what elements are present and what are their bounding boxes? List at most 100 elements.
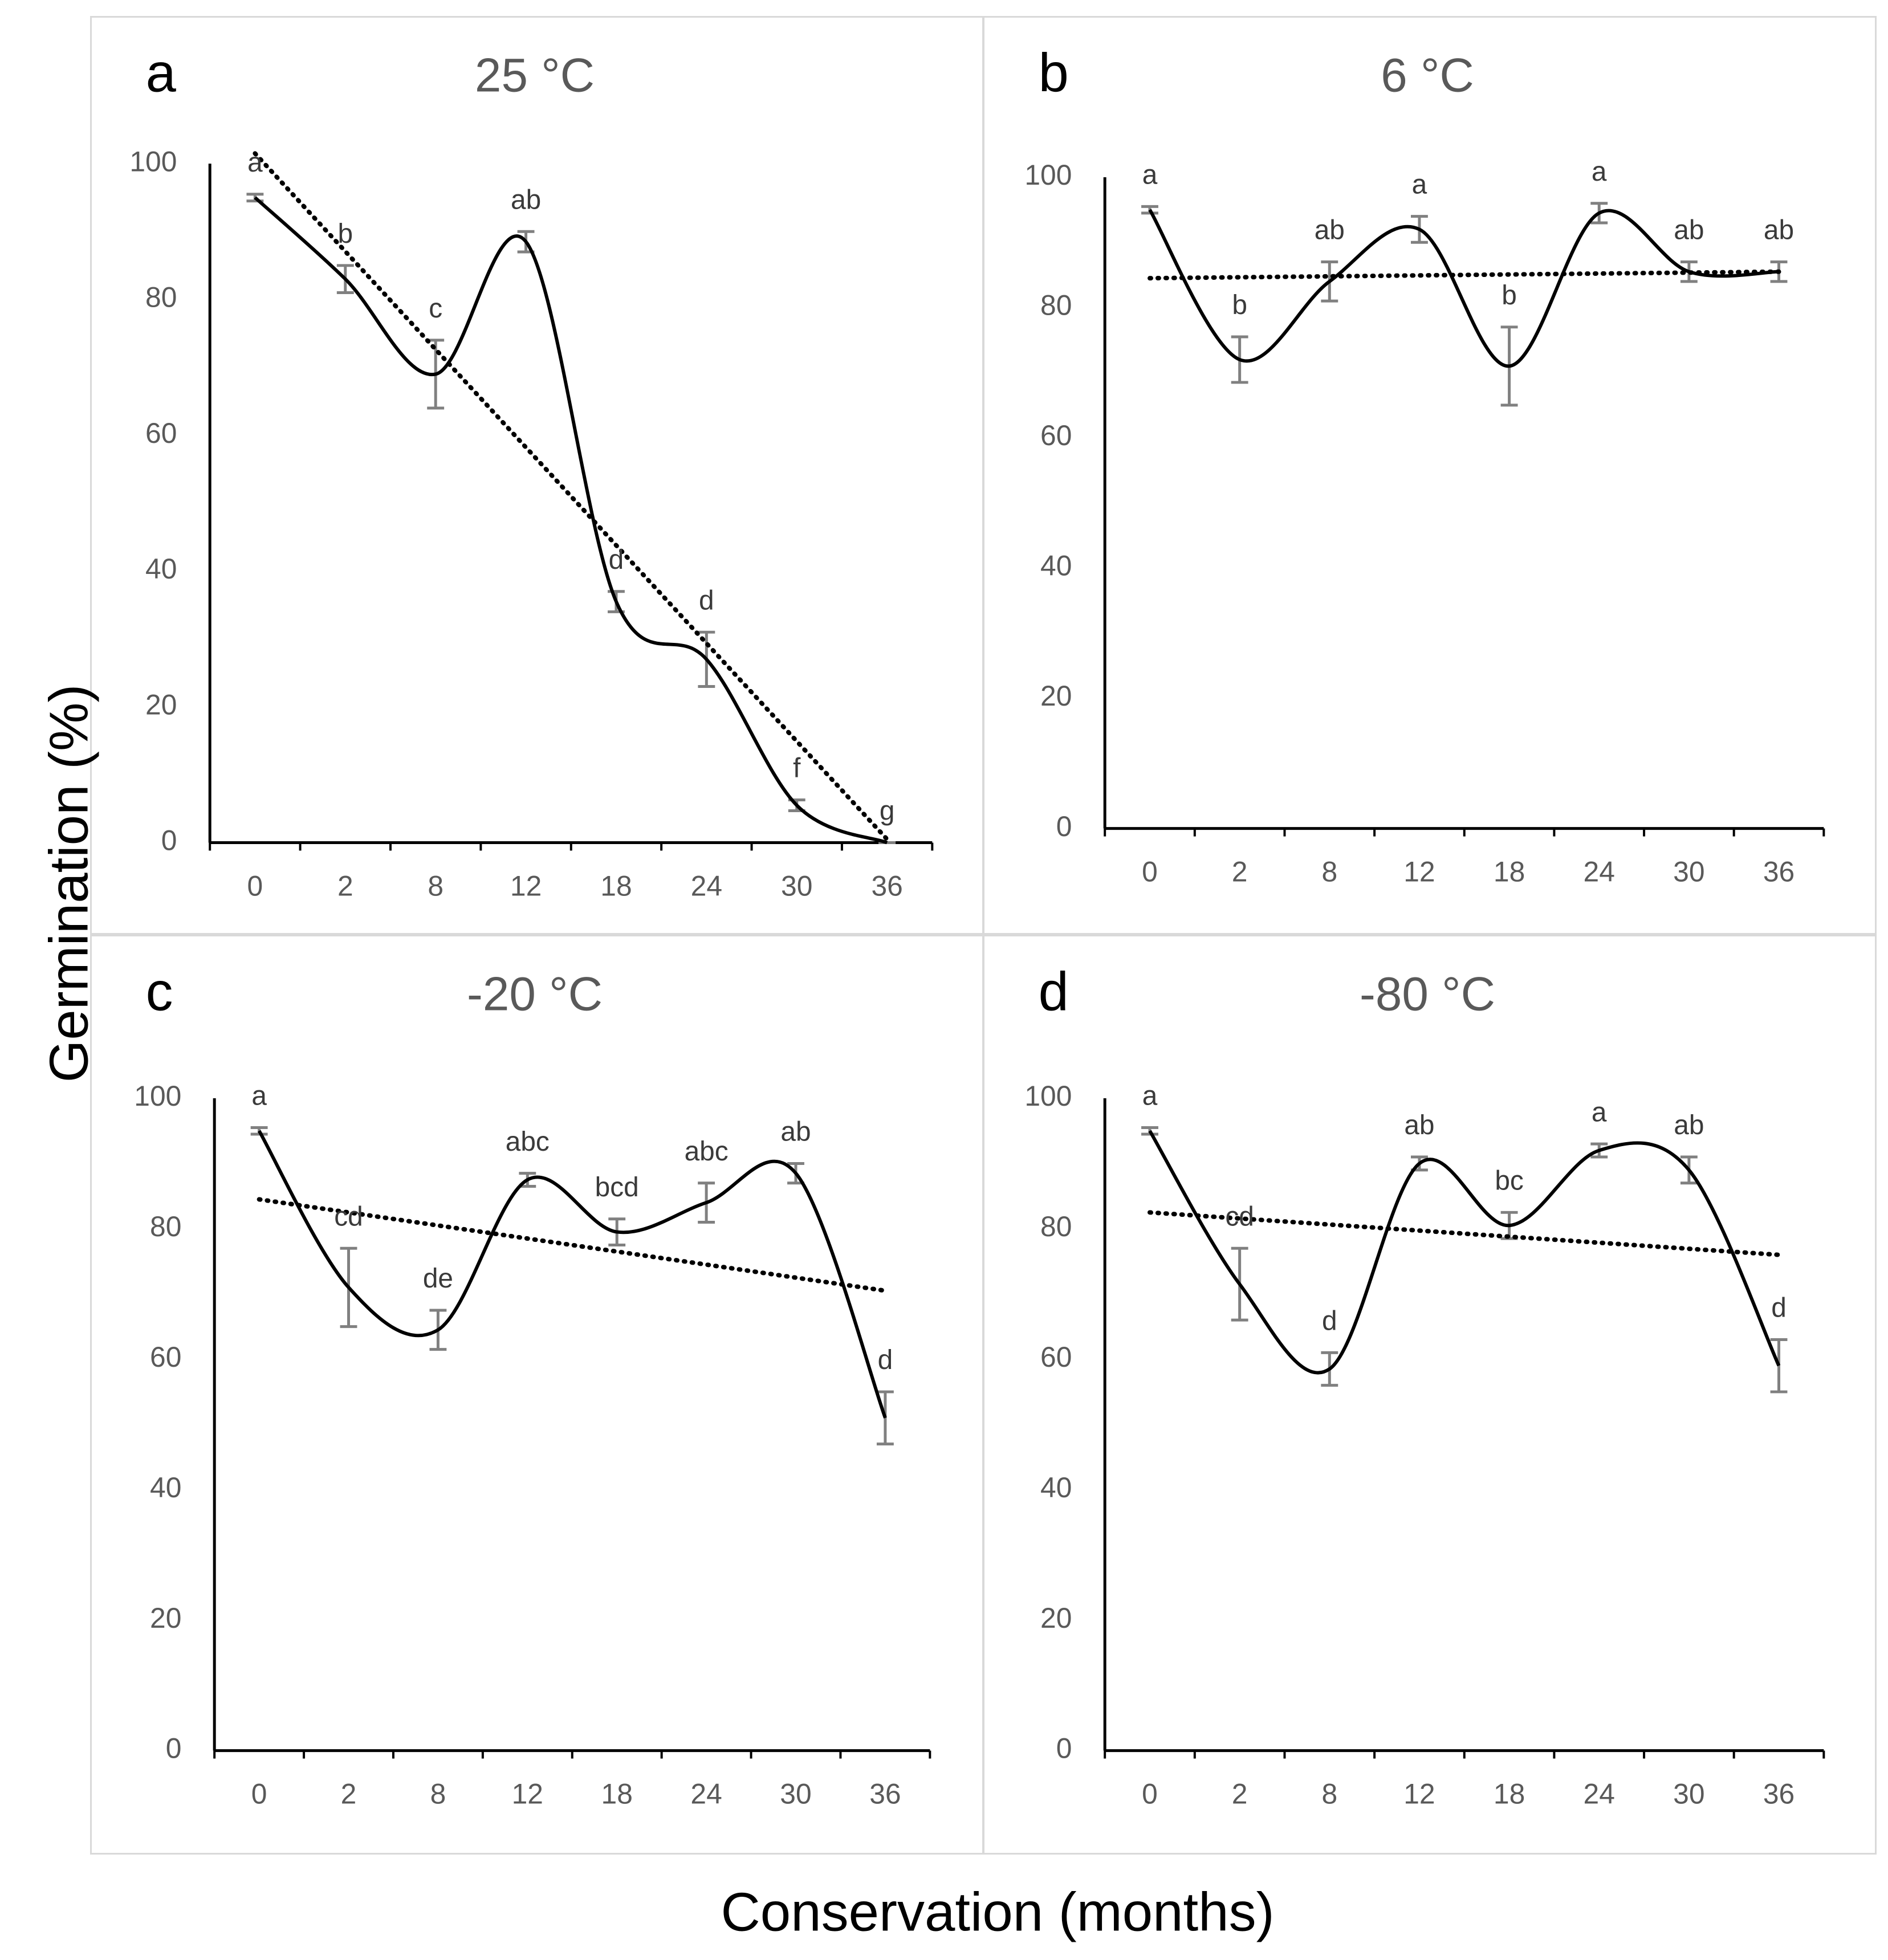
significance-letter: de <box>423 1264 453 1294</box>
y-tick-label: 100 <box>1024 1080 1072 1112</box>
trendline <box>1148 269 1781 281</box>
x-tick-label: 36 <box>871 870 902 902</box>
x-tick-label: 30 <box>1673 855 1704 887</box>
series-line <box>258 1130 887 1419</box>
chart-title-d: -80 °C <box>1360 967 1495 1021</box>
x-tick-label: 0 <box>1142 855 1158 887</box>
x-tick-label: 24 <box>691 870 722 902</box>
panel-c: c -20 °C 0 20 40 60 80 100 0 2 8 12 18 24 30 36 a cd de abc… <box>90 935 984 1855</box>
y-tick-label: 100 <box>134 1080 181 1112</box>
chart-title-c: -20 °C <box>467 967 603 1021</box>
y-tick-label: 100 <box>1024 159 1072 191</box>
x-tick-label: 18 <box>600 870 632 902</box>
x-tick-label: 8 <box>1321 1778 1337 1810</box>
panel-label-a: a <box>146 43 177 104</box>
x-tick-label: 2 <box>1232 1778 1248 1810</box>
x-tick-label: 30 <box>780 1778 811 1810</box>
significance-letter: d <box>609 545 624 575</box>
y-tick-label: 40 <box>1040 1472 1072 1503</box>
significance-letter: a <box>1592 157 1607 187</box>
x-tick-label: 30 <box>781 870 812 902</box>
y-tick-label: 20 <box>1040 1602 1072 1634</box>
series-line <box>1148 1130 1781 1375</box>
significance-letter: ab <box>1674 1110 1704 1140</box>
y-tick-label: 100 <box>129 145 177 177</box>
significance-letter: ab <box>1315 215 1345 246</box>
significance-letter: b <box>1502 280 1517 311</box>
y-tick-label: 60 <box>1040 419 1072 451</box>
chart-d-svg: d -80 °C 0 20 40 60 80 100 0 2 8 12 18 24 30 36 a cd d ab bc… <box>1024 961 1825 1810</box>
trendline <box>253 151 890 842</box>
panel-label-b: b <box>1039 43 1069 104</box>
significance-letter: f <box>793 753 801 784</box>
x-tick-label: 8 <box>1321 855 1337 887</box>
significance-letter: bc <box>1495 1166 1523 1196</box>
y-tick-label: 20 <box>145 688 177 720</box>
significance-letter: abc <box>506 1127 550 1157</box>
x-tick-label: 12 <box>510 870 542 902</box>
y-axis-title: Germination (%) <box>38 684 99 1083</box>
significance-letter: cd <box>1225 1201 1254 1232</box>
significance-letter: ab <box>511 185 541 215</box>
x-axis-title-svg: Conservation (months) <box>721 1881 1274 1942</box>
significance-letter: a <box>1142 1081 1158 1111</box>
significance-letter: a <box>1592 1097 1607 1127</box>
y-tick-label: 60 <box>145 417 177 449</box>
y-tick-label: 80 <box>145 282 177 313</box>
significance-letter: bcd <box>595 1172 639 1203</box>
trendline <box>1148 1210 1781 1257</box>
x-tick-label: 2 <box>341 1778 357 1810</box>
significance-letter: ab <box>1674 215 1704 246</box>
significance-letter: d <box>699 585 714 616</box>
y-tick-label: 20 <box>1040 680 1072 712</box>
significance-letter: b <box>1232 290 1247 320</box>
chart-c-svg: c -20 °C 0 20 40 60 80 100 0 2 8 12 18 24 30 36 a cd de abc… <box>134 961 931 1810</box>
y-tick-label: 40 <box>150 1472 181 1503</box>
significance-letter: ab <box>780 1117 811 1147</box>
x-tick-label: 24 <box>1584 1778 1615 1810</box>
y-tick-label: 80 <box>1040 290 1072 321</box>
significance-letter: a <box>1142 160 1158 190</box>
significance-letter: ab <box>1404 1110 1434 1140</box>
significance-letter: a <box>1412 170 1427 200</box>
x-tick-label: 18 <box>601 1778 633 1810</box>
trendline <box>257 1197 888 1293</box>
significance-letter: a <box>251 1081 267 1111</box>
panel-d: d -80 °C 0 20 40 60 80 100 0 2 8 12 18 24 30 36 a cd d ab bc… <box>983 935 1877 1855</box>
series-line <box>1148 209 1779 368</box>
panel-label-d: d <box>1039 961 1069 1022</box>
x-tick-label: 24 <box>1584 855 1615 887</box>
y-tick-label: 40 <box>145 553 177 585</box>
panel-label-c: c <box>146 961 173 1022</box>
y-tick-label: 80 <box>150 1211 181 1242</box>
y-tick-label: 0 <box>1056 810 1072 842</box>
x-tick-label: 0 <box>1142 1778 1158 1810</box>
significance-letter: abc <box>685 1136 729 1167</box>
series-line <box>254 196 888 845</box>
significance-letter: g <box>880 796 895 826</box>
x-tick-label: 12 <box>512 1778 543 1810</box>
significance-letter: a <box>247 148 263 178</box>
y-tick-label: 0 <box>166 1733 182 1765</box>
x-tick-label: 8 <box>430 1778 446 1810</box>
x-tick-label: 8 <box>428 870 443 902</box>
chart-title-b: 6 °C <box>1381 48 1474 102</box>
y-tick-label: 60 <box>1040 1341 1072 1373</box>
y-tick-label: 20 <box>150 1602 181 1634</box>
significance-letter: d <box>1771 1293 1787 1323</box>
x-tick-label: 2 <box>337 870 353 902</box>
x-tick-label: 36 <box>1763 855 1795 887</box>
x-tick-label: 0 <box>247 870 263 902</box>
significance-letter: ab <box>1764 215 1794 246</box>
y-tick-label: 0 <box>1056 1733 1072 1765</box>
x-tick-label: 0 <box>251 1778 267 1810</box>
x-tick-label: 12 <box>1403 855 1435 887</box>
x-tick-label: 36 <box>1763 1778 1795 1810</box>
x-tick-label: 12 <box>1403 1778 1435 1810</box>
x-tick-label: 18 <box>1494 855 1525 887</box>
x-tick-label: 18 <box>1494 1778 1525 1810</box>
x-tick-label: 36 <box>869 1778 901 1810</box>
